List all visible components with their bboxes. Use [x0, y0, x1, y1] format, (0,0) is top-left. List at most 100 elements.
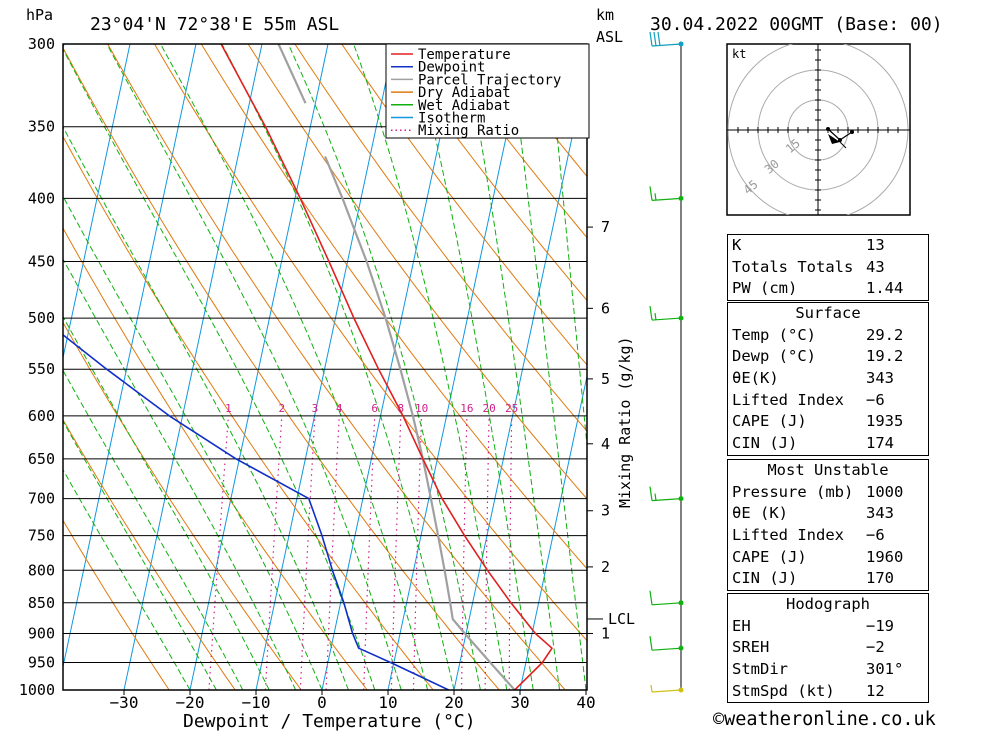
height-km-label: 5 [601, 370, 610, 388]
index-row-pw: PW (cm) 1.44 [732, 279, 904, 298]
mixing-ratio-line [208, 415, 229, 690]
wind-barb-half-flag [654, 193, 657, 201]
surface-row-cape: CAPE (J) 1935 [732, 412, 904, 431]
legend-label: Dry Adiabat [418, 85, 511, 101]
surface-row-dewp: Dewp (°C) 19.2 [732, 347, 904, 366]
hodograph-unit-label: kt [732, 47, 746, 61]
mixing-ratio-axis-title: Mixing Ratio (g/kg) [616, 336, 634, 508]
lcl-label: LCL [608, 610, 635, 628]
wind-barb-flag [653, 31, 657, 47]
pressure-unit-label: hPa [26, 6, 53, 24]
wind-barb-flag [657, 31, 661, 47]
hodograph-point [850, 130, 854, 134]
hodograph-table: Hodograph EH −19 SREH −2 StmDir 301° StmSpd… [727, 593, 929, 704]
x-axis-title: Dewpoint / Temperature (°C) [183, 711, 476, 732]
sounding-profiles [63, 44, 553, 690]
mu-row-thetae: θE (K) 343 [732, 504, 894, 523]
isotherm-line [255, 44, 395, 690]
isotherm-line [585, 682, 587, 690]
isotherm-line [63, 44, 131, 361]
wind-barb-shaft [651, 647, 682, 651]
mixing-ratio-label: 16 [460, 402, 473, 415]
mu-row-li: Lifted Index −6 [732, 526, 885, 545]
wind-barb-flag [649, 590, 653, 605]
hodo-row-stmspd: StmSpd (kt) 12 [732, 681, 885, 700]
mixing-ratio-line [264, 415, 283, 690]
wet-adiabat-line [63, 468, 191, 690]
asl-unit-label: ASL [596, 28, 623, 46]
wind-barb-shaft [651, 317, 682, 321]
wind-barb-half-flag [650, 684, 653, 693]
mu-row-cin: CIN (J) 170 [732, 569, 894, 588]
isotherm-line [519, 373, 587, 690]
surface-row-li: Lifted Index −6 [732, 390, 885, 409]
x-tick-label: 10 [378, 693, 397, 712]
mixing-ratio-label: 20 [482, 402, 495, 415]
hodo-row-stmdir: StmDir 301° [732, 660, 904, 679]
isotherm-line [123, 44, 263, 690]
x-tick-label: −10 [242, 693, 271, 712]
isotherm-line [63, 44, 197, 669]
dry-adiabat-line [107, 44, 566, 690]
mixing-ratio-label: 3 [312, 402, 319, 415]
dry-adiabat-line [341, 44, 587, 366]
mixing-ratio-line [390, 415, 402, 690]
plot-frame [62, 43, 588, 691]
isotherm-line [453, 65, 587, 690]
x-tick-label: −30 [110, 693, 139, 712]
x-tick-label: 0 [317, 693, 327, 712]
height-km-label: 1 [601, 624, 610, 642]
pressure-tick-label: 900 [28, 624, 55, 642]
surface-row-cin: CIN (J) 174 [732, 434, 894, 453]
datetime-title: 30.04.2022 00GMT (Base: 00) [650, 14, 943, 35]
surface-row-temp: Temp (°C) 29.2 [732, 325, 904, 344]
mixing-ratio-line [299, 415, 316, 690]
pressure-tick-label: 1000 [19, 681, 55, 699]
copyright-footer: ©weatheronline.co.uk [713, 709, 936, 730]
pressure-tick-label: 600 [28, 407, 55, 425]
most-unstable-table: Most Unstable Pressure (mb) 1000 θE (K) 34… [727, 459, 929, 592]
parcel-trajectory-upper-line [277, 44, 307, 104]
wind-barbs [649, 31, 684, 693]
storm-motion-arrow-icon [828, 134, 840, 144]
wet-adiabat-line [63, 258, 297, 690]
wind-barb-flag [649, 186, 653, 201]
wind-barb-half-flag [654, 493, 657, 501]
x-tick-label: −20 [176, 693, 205, 712]
parcel-trajectory-line [324, 156, 516, 690]
wet-adiabat-line [547, 44, 587, 450]
pressure-tick-label: 550 [28, 360, 55, 378]
wet-adiabat-line [221, 44, 455, 690]
surface-table: Surface Temp (°C) 29.2 Dewp (°C) 19.2 θE(K… [727, 302, 929, 456]
mixing-ratio-label: 6 [371, 402, 378, 415]
wind-barb-shaft [651, 689, 682, 693]
legend-label: Isotherm [418, 111, 485, 127]
legend-label: Mixing Ratio [418, 123, 519, 139]
x-tick-label: 20 [444, 693, 463, 712]
km-unit-label: km [596, 6, 614, 24]
mixing-ratio-label: 4 [336, 402, 343, 415]
pressure-tick-label: 950 [28, 653, 55, 671]
index-row-k: K 13 [732, 236, 885, 254]
isotherm-line [189, 44, 329, 690]
most-unstable-title: Most Unstable [767, 461, 889, 479]
height-km-label: 2 [601, 558, 610, 576]
axes: 3003504004505005506006507007508008509009… [19, 35, 635, 712]
indices-table: K 13 Totals Totals 43 PW (cm) 1.44 [727, 234, 929, 302]
dry-adiabat-line [434, 44, 587, 239]
wind-barb-shaft [651, 197, 682, 201]
isotherm-line [321, 44, 461, 690]
wind-barb-flag [649, 31, 653, 47]
wet-adiabat-line [106, 44, 402, 690]
pressure-tick-label: 300 [28, 35, 55, 53]
mixing-ratio-label: 2 [279, 402, 286, 415]
wind-barb-shaft [651, 43, 682, 47]
height-km-label: 3 [601, 502, 610, 520]
surface-row-thetae: θE(K) 343 [732, 369, 894, 388]
mixing-ratio-labels: 1 2 3 4 6 8 10 16 20 25 [225, 402, 518, 415]
wet-adiabat-line [508, 44, 587, 690]
hodo-row-eh: EH −19 [732, 616, 894, 635]
mixing-ratio-label: 25 [505, 402, 518, 415]
wind-barb-flag [649, 636, 653, 651]
